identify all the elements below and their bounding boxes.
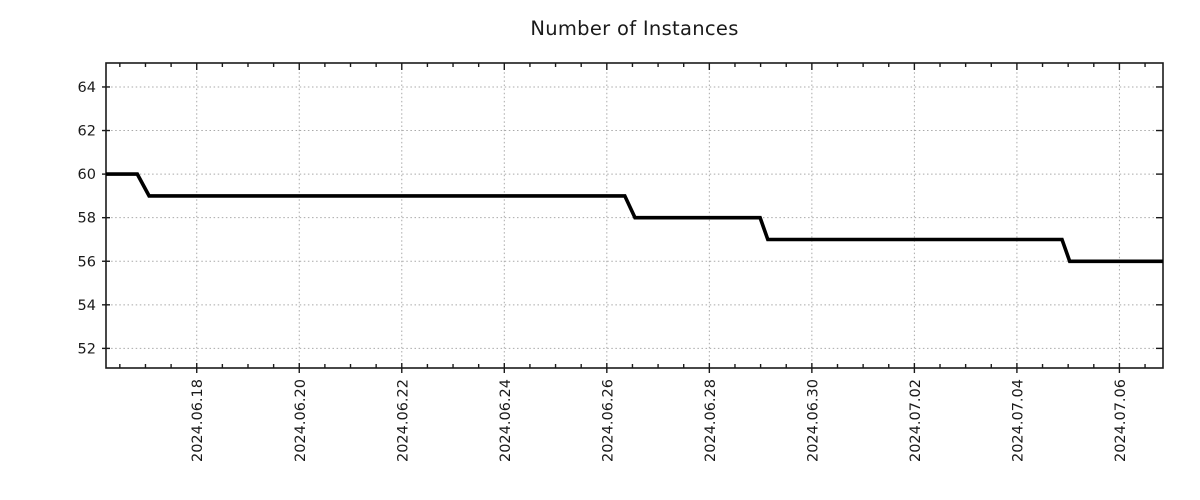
data-line-instances (106, 172, 1163, 264)
y-tick-label: 60 (78, 167, 96, 183)
plot-frame (105, 62, 1164, 369)
y-tick-label: 54 (78, 298, 96, 314)
y-tick-label: 62 (78, 124, 96, 140)
x-tick-labels: 2024.06.18 2024.06.20 2024.06.22 2024.06.24… (190, 379, 1129, 462)
x-tick-label: 2024.06.24 (498, 379, 514, 462)
chart-title: Number of Instances (530, 17, 739, 40)
y-tick-labels: 52 54 56 58 60 62 64 (78, 80, 96, 357)
x-tick-label: 2024.06.30 (805, 379, 821, 462)
data-series (106, 172, 1163, 264)
x-tick-label: 2024.06.26 (600, 379, 616, 462)
x-tick-label: 2024.07.02 (908, 379, 924, 462)
y-tick-label: 52 (78, 341, 96, 357)
y-tick-label: 64 (78, 80, 96, 96)
x-tick-label: 2024.07.04 (1010, 379, 1026, 462)
y-tick-label: 56 (78, 254, 96, 270)
x-tick-label: 2024.06.18 (190, 379, 206, 462)
plot-border (105, 62, 1164, 369)
x-tick-label: 2024.06.28 (703, 379, 719, 462)
y-tick-label: 58 (78, 211, 96, 227)
gridlines (107, 64, 1162, 365)
x-tick-label: 2024.06.22 (395, 379, 411, 462)
x-tick-label: 2024.07.06 (1113, 379, 1129, 462)
x-tick-label: 2024.06.20 (293, 379, 309, 462)
